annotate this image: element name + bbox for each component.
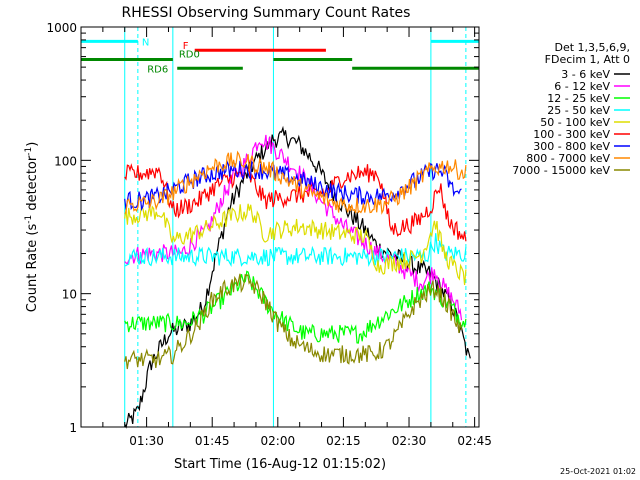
x-tick-label-2: 02:00 (261, 434, 296, 448)
series-line-4 (124, 203, 467, 286)
legend-header-0: Det 1,3,5,6,9, (554, 41, 630, 54)
x-tick-label-0: 01:30 (129, 434, 164, 448)
x-tick-label-1: 01:45 (195, 434, 230, 448)
chart-title: RHESSI Observing Summary Count Rates (122, 5, 411, 21)
series-line-2 (124, 270, 467, 344)
legend-entry-5: 100 - 300 keV (533, 128, 610, 141)
x-tick-label-5: 02:45 (457, 434, 492, 448)
x-tick-label-4: 02:30 (392, 434, 427, 448)
annotation-label-0: N (142, 37, 149, 48)
vertical-markers (80, 27, 467, 427)
legend-entry-3: 25 - 50 keV (547, 104, 610, 117)
legend-entry-8: 7000 - 15000 keV (512, 164, 610, 177)
y-axis-label: Count Rate (s-1 detector-1) (24, 142, 40, 313)
annotation-label-3: RD6 (147, 64, 168, 75)
legend-entry-2: 12 - 25 keV (547, 92, 610, 105)
annotation-label-1: F (183, 41, 189, 52)
legend-entry-0: 3 - 6 keV (561, 68, 610, 81)
footer-timestamp: 25-Oct-2021 01:02 (560, 467, 636, 476)
plot-frame (80, 26, 480, 428)
x-tick-label-3: 02:15 (326, 434, 361, 448)
legend: Det 1,3,5,6,9,FDecim 1, Att 0 3 - 6 keV6 … (512, 41, 630, 177)
y-axis: 1 10 100 1000 (46, 21, 479, 435)
y-tick-label-2: 100 (54, 154, 77, 168)
series-line-8 (124, 273, 463, 370)
y-tick-label-0: 1 (69, 421, 77, 435)
x-axis: 01:30 01:45 02:00 02:15 02:30 02:45 (102, 27, 492, 448)
y-tick-label-1: 10 (62, 288, 77, 302)
legend-entry-4: 50 - 100 keV (540, 116, 610, 129)
y-tick-label-3: 1000 (46, 21, 77, 35)
series-line-3 (124, 233, 467, 268)
legend-entry-7: 800 - 7000 keV (526, 152, 610, 165)
legend-entry-1: 6 - 12 keV (554, 80, 610, 93)
legend-entry-6: 300 - 800 keV (533, 140, 610, 153)
x-axis-label: Start Time (16-Aug-12 01:15:02) (174, 457, 386, 472)
series-line-5 (124, 163, 467, 242)
legend-header-1: FDecim 1, Att 0 (545, 53, 630, 66)
annotation-label-2: RD0 (179, 50, 200, 61)
series-line-7 (124, 150, 467, 215)
series-group (124, 125, 471, 429)
series-line-0 (124, 125, 471, 429)
